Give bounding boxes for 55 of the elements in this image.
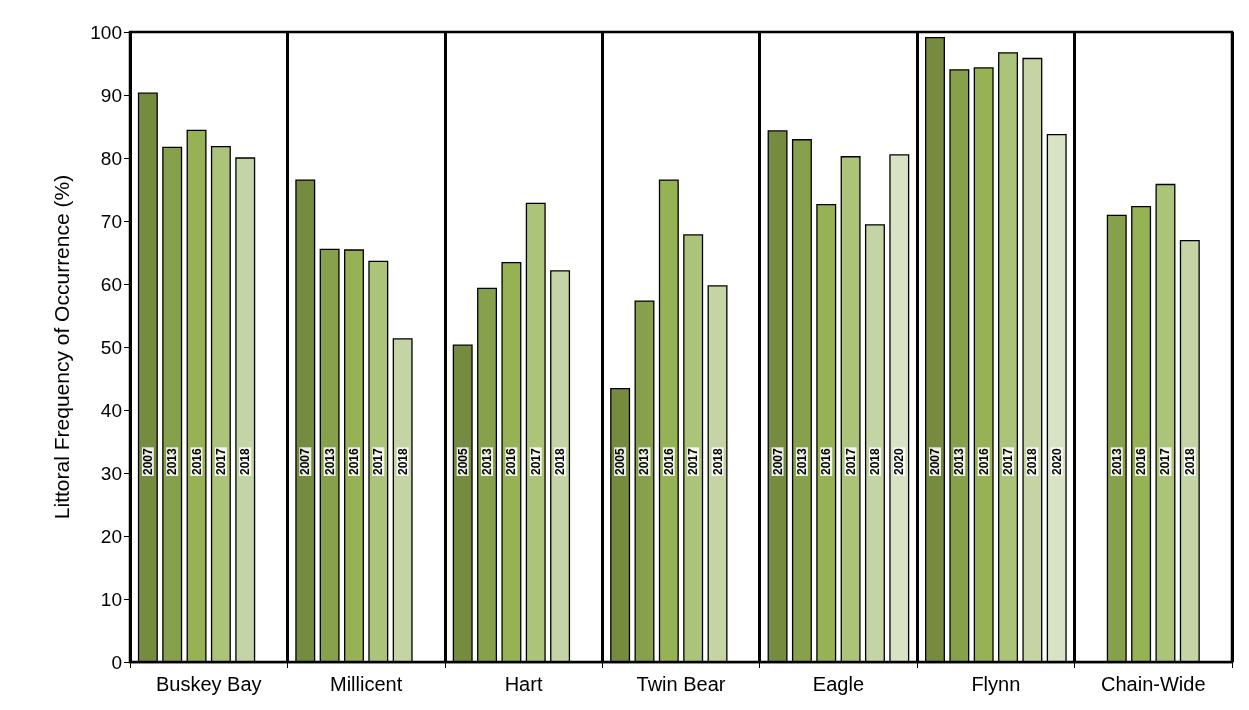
text: 2018 <box>238 448 253 475</box>
text: 2017 <box>371 448 386 475</box>
series-label: 2013 <box>1109 447 1124 475</box>
text: 2007 <box>140 448 155 475</box>
series-label: 2016 <box>661 447 676 475</box>
text: 2018 <box>710 448 725 475</box>
text: 2016 <box>504 448 519 475</box>
text: 2016 <box>976 448 991 475</box>
text: 2017 <box>528 448 543 475</box>
text: 2017 <box>1158 448 1173 475</box>
text: 2013 <box>165 448 180 475</box>
y-tick-label: 90 <box>100 84 122 106</box>
y-tick-label: 20 <box>100 525 122 547</box>
text: 2007 <box>298 448 313 475</box>
x-tick-label: Millicent <box>330 673 403 695</box>
text: 2018 <box>1182 448 1197 475</box>
x-tick-label: Buskey Bay <box>155 673 262 695</box>
text: 2013 <box>480 448 495 475</box>
text: 2016 <box>819 448 834 475</box>
text: 2017 <box>213 448 228 475</box>
series-label: 2017 <box>686 447 701 475</box>
x-tick-label: Twin Bear <box>636 673 726 695</box>
x-tick-label: Chain-Wide <box>1101 673 1206 695</box>
text: 2005 <box>613 448 628 475</box>
text: 2016 <box>1134 448 1149 475</box>
series-label: 2007 <box>770 447 785 475</box>
text: 2013 <box>952 448 967 475</box>
x-tick-label: Flynn <box>971 673 1021 695</box>
y-tick-label: 100 <box>90 21 122 43</box>
text: 2020 <box>1049 448 1064 475</box>
x-tick-label: Eagle <box>812 673 865 695</box>
text: 2007 <box>927 448 942 475</box>
text: 2016 <box>346 448 361 475</box>
y-tick-label: 70 <box>100 210 122 232</box>
series-label: 2018 <box>1025 447 1040 475</box>
text: 2013 <box>794 448 809 475</box>
y-tick-label: 40 <box>100 399 122 421</box>
text: 2018 <box>395 448 410 475</box>
y-tick-label: 30 <box>100 462 122 484</box>
y-tick-label: 60 <box>100 273 122 295</box>
text: 2018 <box>553 448 568 475</box>
text: 2016 <box>189 448 204 475</box>
text: 2013 <box>637 448 652 475</box>
y-tick-label: 80 <box>100 147 122 169</box>
series-label: 2020 <box>892 447 907 475</box>
text: 2017 <box>843 448 858 475</box>
text: 2013 <box>322 448 337 475</box>
y-tick-label: 0 <box>111 651 122 673</box>
series-label: 2005 <box>455 447 470 475</box>
y-tick-label: 50 <box>100 336 122 358</box>
x-tick-label: Hart <box>504 673 543 695</box>
y-tick-label: 10 <box>100 588 122 610</box>
text: 2018 <box>867 448 882 475</box>
text: 2017 <box>1001 448 1016 475</box>
y-axis-title: Littoral Frequency of Occurrence (%) <box>50 174 73 520</box>
